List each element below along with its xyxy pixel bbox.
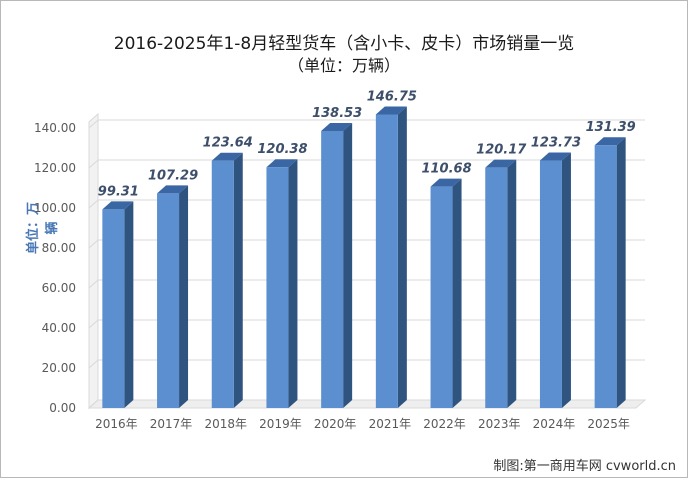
gridline	[88, 199, 645, 209]
bar-front	[430, 186, 453, 408]
x-tick-label: 2016年	[95, 417, 138, 431]
bar	[102, 201, 134, 408]
bar	[321, 122, 353, 408]
bar-side	[397, 106, 407, 408]
gridline	[88, 239, 645, 249]
x-tick-label: 2018年	[204, 417, 247, 431]
bar-side	[561, 152, 571, 408]
data-label: 110.68	[421, 162, 471, 177]
x-axis-ticks: 2016年 2017年 2018年 2019年 2020年 2021年 2022年 2023年…	[95, 417, 630, 431]
data-label: 123.73	[531, 136, 581, 151]
data-label: 146.75	[367, 90, 417, 105]
x-tick-label: 2017年	[150, 417, 193, 431]
bar-front	[102, 209, 125, 408]
bar-front	[266, 167, 289, 408]
gridline	[88, 279, 645, 289]
bar-front	[375, 114, 398, 408]
bar	[594, 137, 626, 408]
bar-top	[539, 152, 571, 161]
y-tick-label: 40.00	[42, 321, 76, 335]
bar-top	[157, 185, 189, 194]
bar-top	[485, 159, 517, 168]
y-tick-label: 120.00	[34, 161, 76, 175]
x-tick-label: 2022年	[423, 417, 466, 431]
bar	[485, 159, 517, 408]
bar-side	[233, 152, 243, 408]
bar-front	[211, 160, 234, 408]
data-label: 120.38	[257, 142, 307, 157]
x-tick-label: 2023年	[478, 417, 521, 431]
y-tick-label: 20.00	[42, 361, 76, 375]
data-label: 99.31	[98, 184, 139, 199]
x-tick-label: 2021年	[369, 417, 412, 431]
gridline	[88, 319, 645, 329]
gridline	[88, 119, 645, 129]
bar-top	[375, 106, 407, 115]
bar	[375, 106, 407, 408]
bar-top	[594, 137, 626, 146]
x-tick-label: 2019年	[259, 417, 302, 431]
gridline	[88, 399, 645, 409]
bar-front	[539, 160, 562, 408]
data-label: 120.17	[476, 143, 527, 158]
bar	[539, 152, 571, 408]
bar	[266, 159, 298, 408]
data-labels: 99.31 107.29 123.64 120.38 138.53 146.75 110.6…	[98, 90, 636, 200]
bar-side	[124, 201, 134, 408]
bar-front	[594, 145, 617, 408]
bar-front	[321, 130, 344, 408]
bar-top	[321, 122, 353, 131]
bar-side	[452, 178, 462, 408]
bar-top	[430, 178, 462, 187]
x-tick-label: 2025年	[587, 417, 630, 431]
chart-credit: 制图:第一商用车网 cvworld.cn	[493, 459, 676, 474]
x-tick-label: 2020年	[314, 417, 357, 431]
bar-front	[157, 193, 180, 408]
bars	[102, 106, 626, 408]
bar-top	[266, 159, 298, 168]
bar-top	[211, 152, 243, 161]
y-axis-ticks: 0.00 20.00 40.00 60.00 80.00 100.00 120.00 140.…	[34, 121, 76, 415]
bar	[211, 152, 243, 408]
y-tick-label: 60.00	[42, 281, 76, 295]
y-tick-label: 100.00	[34, 201, 76, 215]
x-tick-label: 2024年	[533, 417, 576, 431]
data-label: 123.64	[203, 136, 253, 151]
y-tick-label: 0.00	[49, 401, 76, 415]
bar-side	[616, 137, 626, 408]
bar-side	[343, 122, 353, 408]
data-label: 107.29	[148, 168, 198, 183]
bar-side	[179, 185, 189, 408]
gridline	[88, 359, 645, 369]
bar-side	[288, 159, 298, 408]
bar-side	[507, 159, 517, 408]
bar	[430, 178, 462, 408]
chart-title: 2016-2025年1-8月轻型货车（含小卡、皮卡）市场销量一览	[113, 34, 575, 54]
y-tick-label: 140.00	[34, 121, 76, 135]
bar	[157, 185, 189, 408]
bar-top	[102, 201, 134, 210]
data-label: 131.39	[586, 120, 636, 135]
data-label: 138.53	[312, 106, 362, 121]
y-tick-label: 80.00	[42, 241, 76, 255]
gridlines	[88, 119, 645, 409]
gridline	[88, 159, 645, 169]
chart-subtitle: （单位：万辆）	[287, 56, 400, 75]
bar-front	[485, 167, 508, 408]
